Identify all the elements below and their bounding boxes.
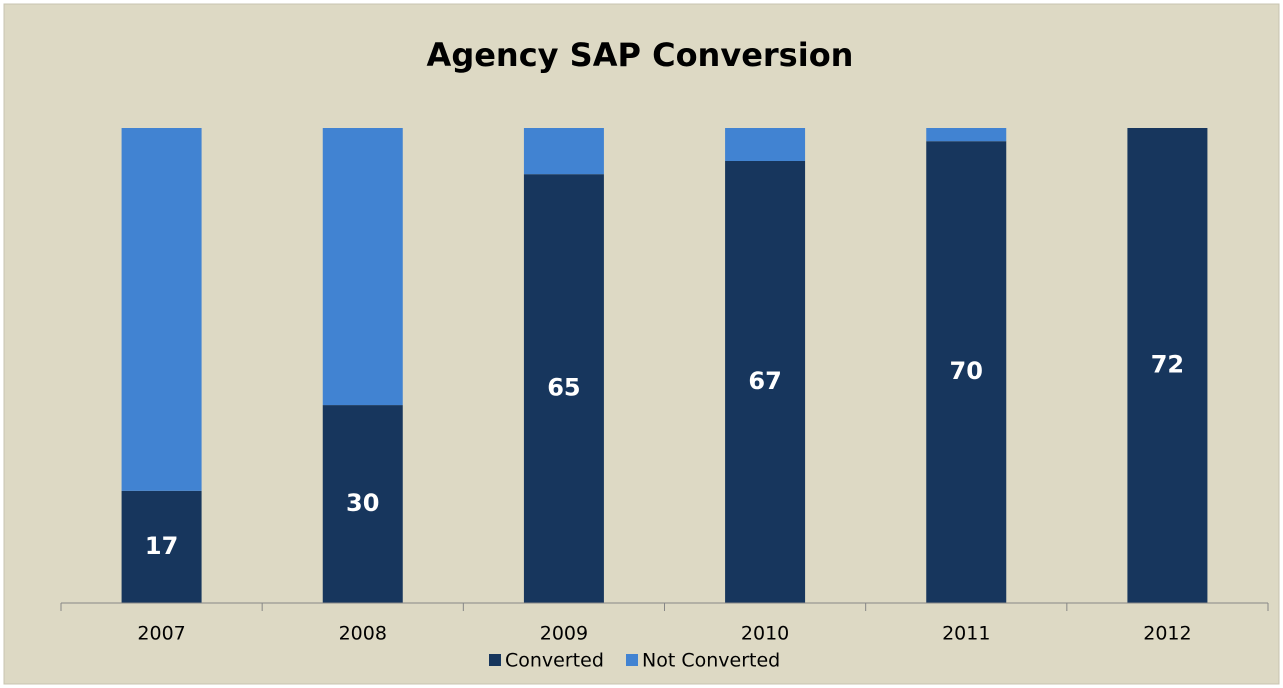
legend-swatch <box>489 654 501 666</box>
data-label: 30 <box>346 489 379 517</box>
bar-segment <box>121 490 202 603</box>
bar-segment <box>523 174 604 604</box>
chart-title: Agency SAP Conversion <box>427 36 854 74</box>
x-tick-label: 2009 <box>540 623 588 645</box>
legend-label: Not Converted <box>642 650 780 672</box>
x-tick-label: 2012 <box>1143 623 1191 645</box>
x-tick-label: 2010 <box>741 623 789 645</box>
bar-segment <box>926 141 1007 603</box>
x-tick-label: 2008 <box>339 623 387 645</box>
bar-segment <box>725 128 806 161</box>
bar-segment <box>121 128 202 491</box>
bar-segment <box>322 128 403 406</box>
legend-swatch <box>626 654 638 666</box>
x-tick-label: 2007 <box>137 623 185 645</box>
data-label: 70 <box>950 357 983 385</box>
bar-segment <box>322 405 403 603</box>
chart-area <box>3 3 1280 685</box>
bar-segment <box>523 128 604 175</box>
data-label: 17 <box>145 532 178 560</box>
data-label: 65 <box>547 374 580 402</box>
bar-segment <box>926 128 1007 142</box>
data-label: 67 <box>748 367 781 395</box>
data-label: 72 <box>1151 351 1184 379</box>
x-tick-label: 2011 <box>942 623 990 645</box>
legend-label: Converted <box>505 650 604 672</box>
bar-segment <box>725 160 806 603</box>
bar-segment <box>1127 128 1208 603</box>
